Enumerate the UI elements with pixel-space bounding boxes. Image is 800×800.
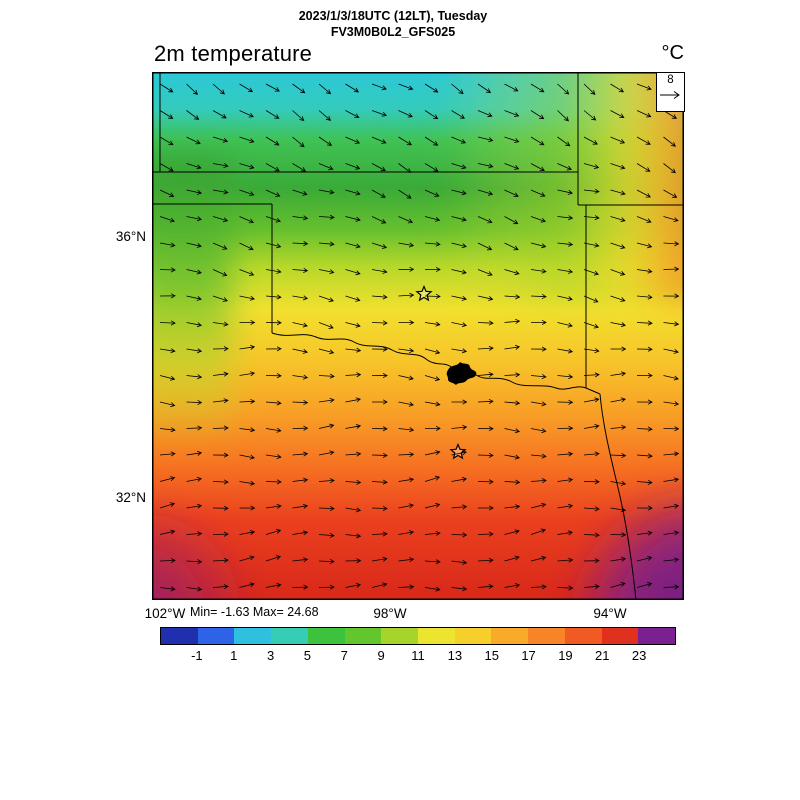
colorbar-segment [344,628,382,644]
lake-texoma-shape [446,362,477,385]
colorbar-tick-label: 11 [411,648,425,663]
lat-tick-label-32n: 32°N [115,490,146,505]
min-max-stats: Min= -1.63 Max= 24.68 [190,605,319,619]
colorbar-segment [418,628,455,644]
colorbar-segment [528,628,565,644]
colorbar-tick-label: -1 [191,648,203,663]
variable-label: 2m temperature [154,41,313,66]
colorbar-tick-label: 1 [230,648,238,663]
colorbar-segment [454,628,492,644]
colorbar-tick-label: 23 [631,648,647,663]
colorbar-segment [271,628,308,644]
colorbar-tick-label: 17 [521,648,536,663]
colorbar-segment [564,628,602,644]
colorbar-segment [638,628,676,644]
colorbar-segment [491,628,529,644]
lon-tick-label-102w: 102°W [144,606,186,621]
state-borders [152,72,684,600]
map-canvas [152,72,684,600]
wind-reference-box: 8 [656,72,685,112]
map-frame-border [152,72,684,600]
colorbar-segment [234,628,272,644]
lon-tick-label-94w: 94°W [593,606,627,621]
lon-tick-label-98w: 98°W [373,606,407,621]
wind-reference-arrow-icon [660,91,680,99]
wind-vector-arrows [159,83,680,592]
wind-reference-value: 8 [667,74,674,86]
colorbar [160,627,676,645]
city-star-icon [415,284,433,302]
colorbar-tick-label: 15 [484,648,499,663]
colorbar-tick-label: 13 [447,648,463,663]
colorbar-tick-label: 7 [340,648,348,663]
colorbar-tick-label: 21 [595,648,610,663]
colorbar-segment [601,628,639,644]
colorbar-segment [381,628,419,644]
colorbar-tick-label: 3 [266,648,275,663]
colorbar-segment [197,628,235,644]
colorbar-tick-label: 9 [377,648,385,663]
temperature-map [152,72,684,600]
plot-model-title: FV3M0B0L2_GFS025 [330,25,456,39]
temperature-field [152,72,684,600]
units-label: °C [661,42,684,64]
plot-datetime-title: 2023/1/3/18UTC (12LT), Tuesday [298,9,488,23]
lat-tick-label-36n: 36°N [115,229,146,244]
colorbar-tick-label: 5 [303,648,312,663]
colorbar-segment [307,628,345,644]
colorbar-segment [161,628,198,644]
colorbar-tick-labels: -1 1 3 5 7 9 11 13 15 17 19 21 23 [160,648,676,666]
colorbar-tick-label: 19 [558,648,573,663]
